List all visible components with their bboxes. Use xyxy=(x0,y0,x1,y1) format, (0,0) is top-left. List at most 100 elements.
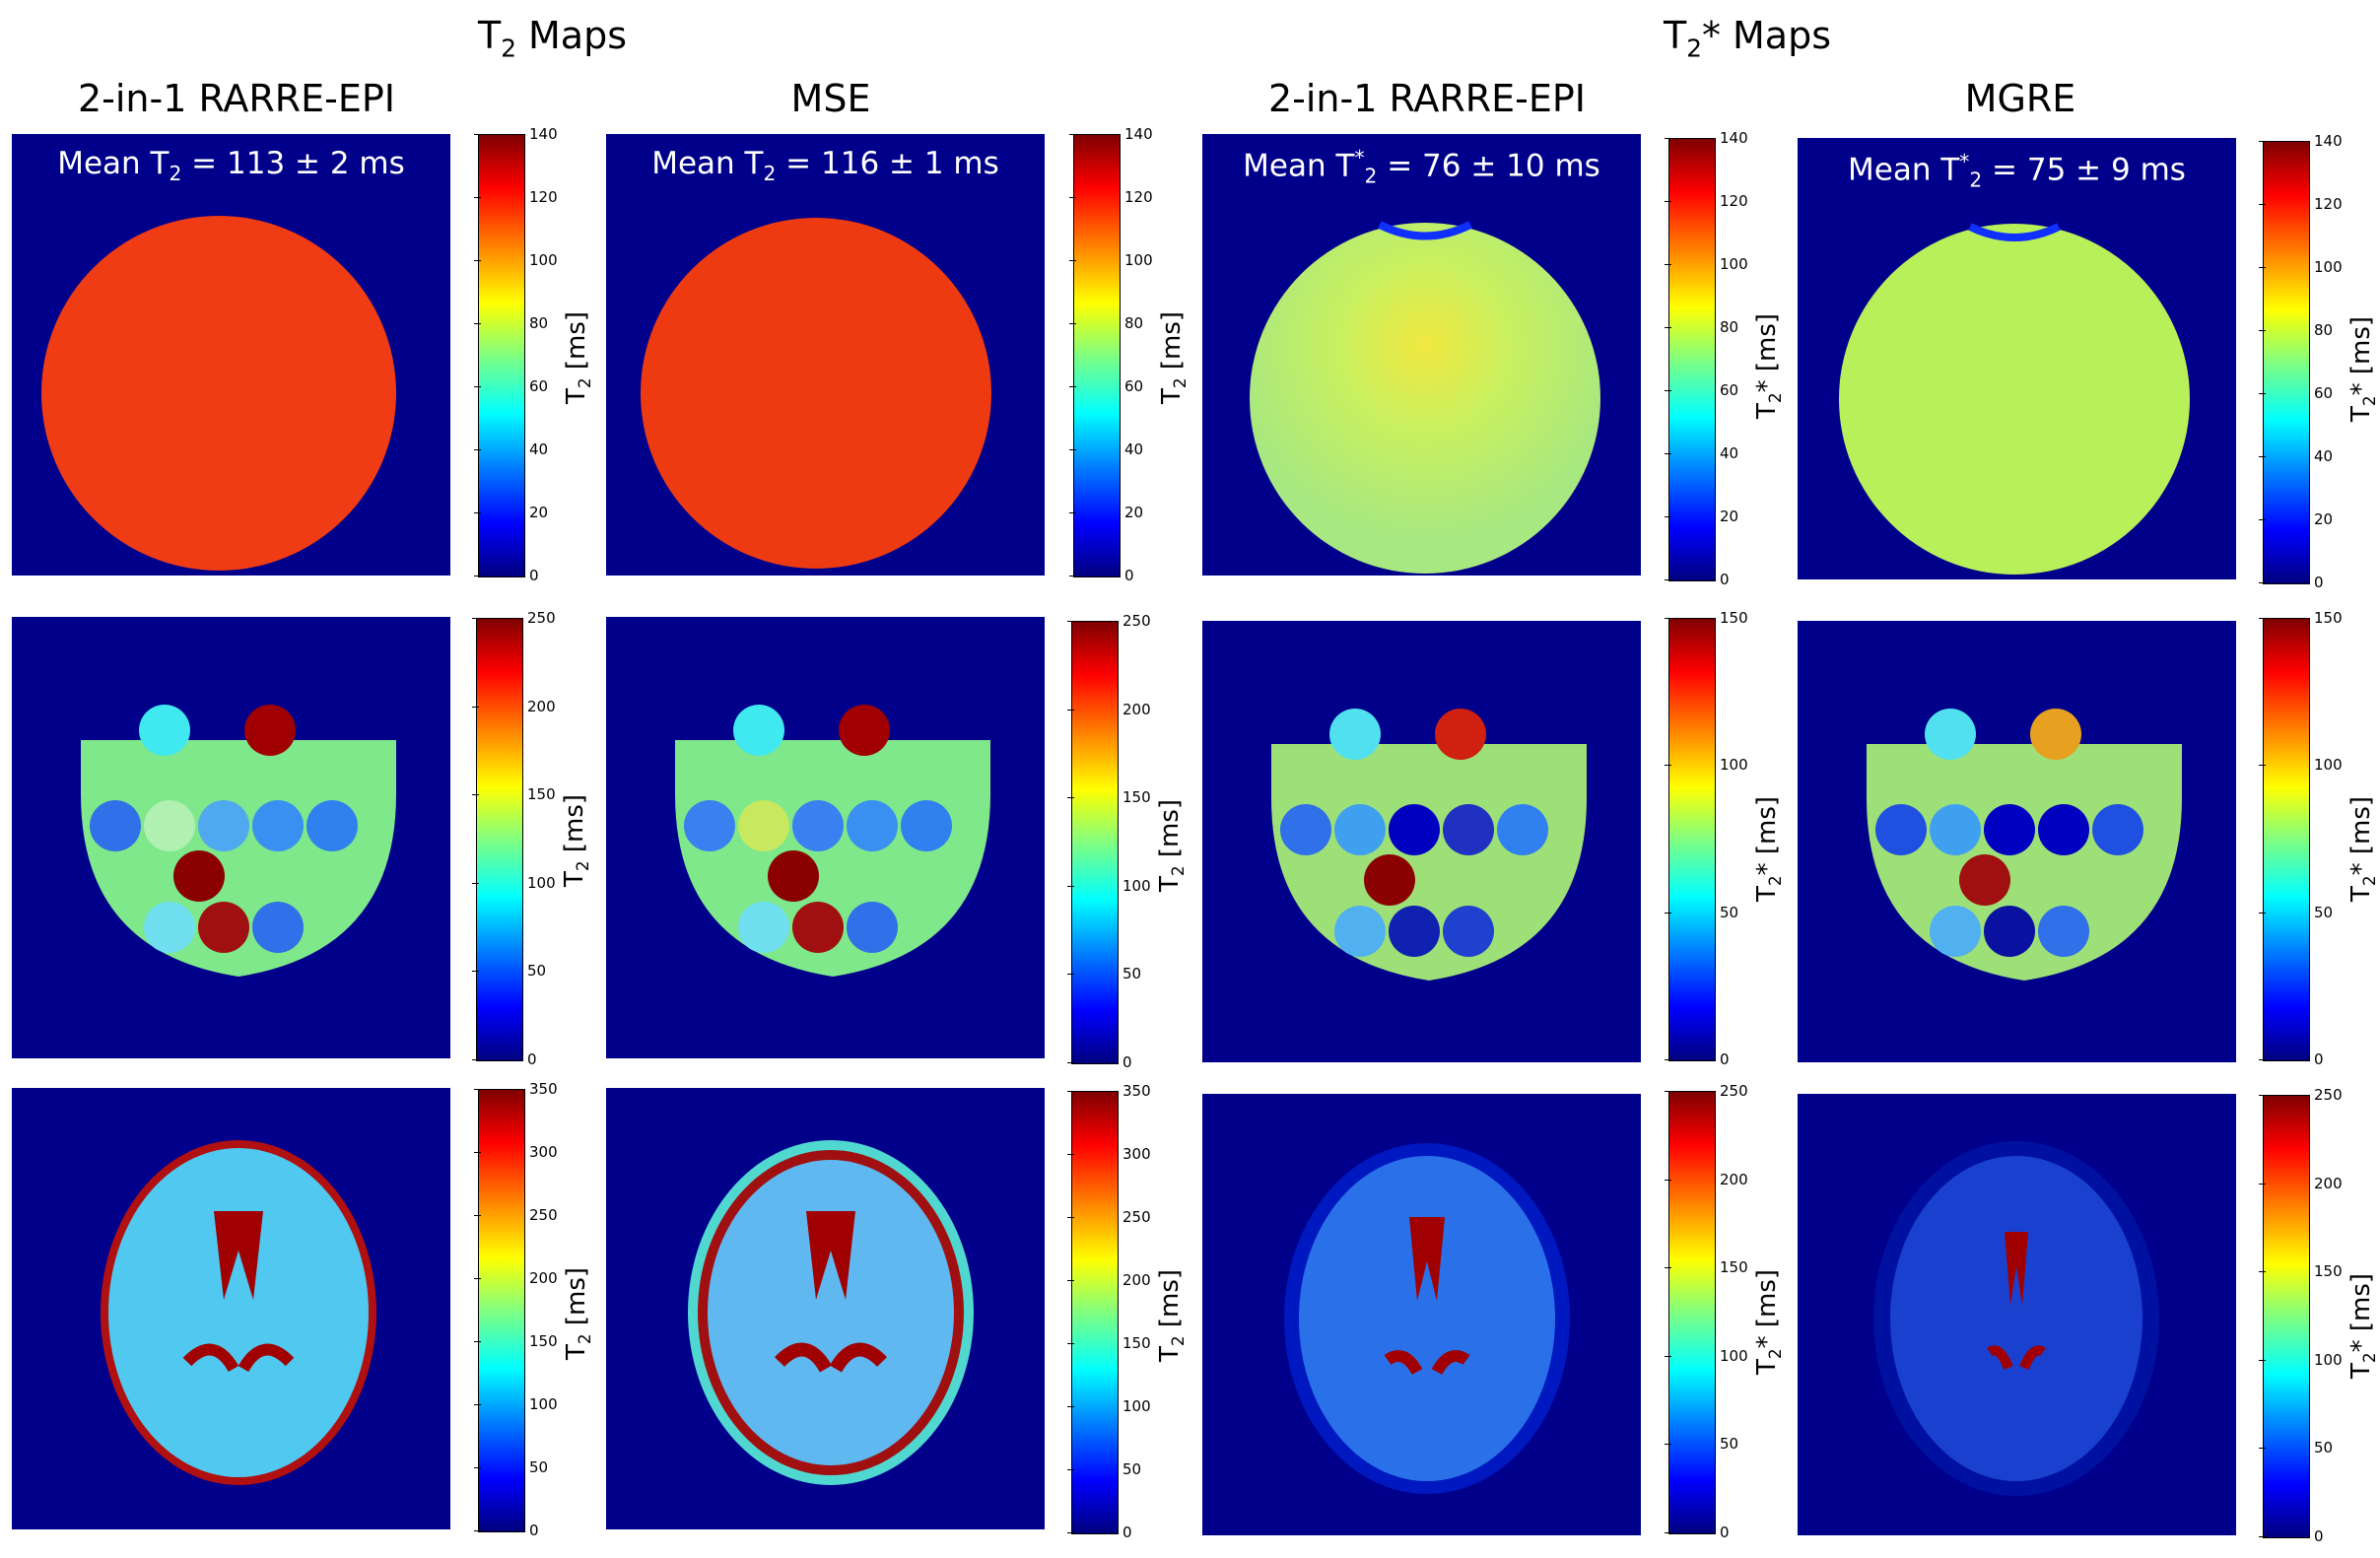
cblabel-r1-c4: T2* [ms] xyxy=(2346,315,2380,422)
panel-r1-c2: Mean T2 = 116 ± 1 ms xyxy=(606,134,1045,576)
mean-value-4: Mean T*2 = 75 ± 9 ms xyxy=(1848,150,2186,192)
colorbar-tick: 150 xyxy=(2259,609,2343,627)
colorbar-tick: 20 xyxy=(2258,510,2334,528)
colorbar-tick: 350 xyxy=(474,1080,558,1098)
colorbar-tick: 40 xyxy=(1068,440,1144,458)
cblabel-r2-c4: T2* [ms] xyxy=(2346,795,2380,902)
colorbar-tick: 60 xyxy=(1664,381,1739,399)
colorbar-tick: 20 xyxy=(473,504,549,521)
colorbar-tick: 0 xyxy=(2261,574,2324,591)
colorbar-tick: 0 xyxy=(1666,1050,1730,1068)
colorbar-tick: 40 xyxy=(473,440,549,458)
colorbar-tick: 250 xyxy=(474,1206,558,1224)
panel-r2-c2 xyxy=(606,617,1045,1058)
panel-r3-c3 xyxy=(1202,1094,1641,1535)
colorbar-tick: 120 xyxy=(474,188,558,206)
colorbar-tick: 200 xyxy=(472,697,556,715)
colorbar-r3-c2 xyxy=(1071,1091,1119,1534)
t2-maps-title: T2 Maps xyxy=(478,14,628,63)
colorbar-tick: 200 xyxy=(1067,1271,1151,1289)
colorbar-tick: 50 xyxy=(1066,965,1142,983)
cblabel-r1-c3: T2* [ms] xyxy=(1752,312,1786,419)
colorbar-tick: 200 xyxy=(1665,1170,1748,1188)
colorbar-tick: 350 xyxy=(1067,1082,1151,1100)
panel-r2-c1 xyxy=(12,617,450,1058)
colorbar-tick: 300 xyxy=(474,1143,558,1161)
colorbar-tick: 150 xyxy=(474,1332,558,1350)
colorbar-tick: 100 xyxy=(1665,1346,1748,1365)
cblabel-r3-c2: T2 [ms] xyxy=(1155,1268,1189,1362)
colorbar-tick: 100 xyxy=(1665,255,1748,273)
colorbar-tick: 80 xyxy=(1068,314,1144,332)
colorbar-tick: 250 xyxy=(1067,612,1151,630)
panel-r3-c4 xyxy=(1798,1094,2236,1535)
panel-r1-c4: Mean T*2 = 75 ± 9 ms xyxy=(1798,138,2236,579)
colorbar-tick: 0 xyxy=(1071,567,1134,584)
colorbar-tick: 140 xyxy=(1665,129,1748,147)
colorbar-tick: 80 xyxy=(2258,321,2334,339)
colorbar-tick: 50 xyxy=(2258,1439,2334,1457)
colorbar-tick: 100 xyxy=(474,1395,558,1413)
colorbar-tick: 150 xyxy=(1067,788,1151,807)
colorbar-tick: 100 xyxy=(1067,1397,1151,1415)
colorbar-tick: 150 xyxy=(1067,1334,1151,1352)
panel-r2-c3 xyxy=(1202,621,1641,1062)
colorbar-tick: 0 xyxy=(476,567,539,584)
colorbar-tick: 0 xyxy=(1666,1524,1730,1541)
colorbar-tick: 140 xyxy=(474,125,558,143)
column-title-1: 2-in-1 RARRE-EPI xyxy=(77,77,396,120)
colorbar-tick: 100 xyxy=(1069,251,1153,269)
colorbar-tick: 0 xyxy=(1069,1053,1132,1071)
colorbar-tick: 20 xyxy=(1068,504,1144,521)
mean-value-3: Mean T*2 = 76 ± 10 ms xyxy=(1243,146,1600,188)
colorbar-tick: 250 xyxy=(1665,1082,1748,1100)
colorbar-r3-c1 xyxy=(478,1089,525,1532)
colorbar-tick: 250 xyxy=(2259,1086,2343,1104)
colorbar-tick: 150 xyxy=(2259,1262,2343,1281)
colorbar-tick: 120 xyxy=(2259,195,2343,213)
colorbar-r1-c1 xyxy=(478,134,525,577)
colorbar-tick: 200 xyxy=(474,1269,558,1287)
colorbar-r3-c4 xyxy=(2263,1095,2310,1538)
cblabel-r3-c4: T2* [ms] xyxy=(2346,1272,2380,1379)
colorbar-tick: 200 xyxy=(2259,1174,2343,1192)
colorbar-tick: 0 xyxy=(2261,1050,2324,1068)
colorbar-tick: 250 xyxy=(472,609,556,627)
colorbar-r3-c3 xyxy=(1668,1091,1716,1534)
colorbar-tick: 120 xyxy=(1069,188,1153,206)
colorbar-tick: 50 xyxy=(2258,903,2334,921)
colorbar-tick: 100 xyxy=(2259,1350,2343,1369)
colorbar-r1-c3 xyxy=(1668,138,1716,581)
colorbar-tick: 0 xyxy=(1069,1524,1132,1541)
panel-r3-c2 xyxy=(606,1088,1045,1529)
colorbar-tick: 60 xyxy=(2258,384,2334,402)
panel-r2-c4 xyxy=(1798,621,2236,1062)
colorbar-tick: 50 xyxy=(1066,1460,1142,1478)
colorbar-r1-c4 xyxy=(2263,141,2310,584)
cblabel-r3-c3: T2* [ms] xyxy=(1752,1268,1786,1375)
colorbar-tick: 140 xyxy=(2259,132,2343,150)
colorbar-tick: 100 xyxy=(472,873,556,892)
colorbar-tick: 100 xyxy=(2259,756,2343,775)
cblabel-r2-c2: T2 [ms] xyxy=(1155,798,1189,892)
colorbar-tick: 300 xyxy=(1067,1145,1151,1163)
colorbar-tick: 0 xyxy=(1666,571,1730,588)
colorbar-tick: 150 xyxy=(1665,1258,1748,1277)
colorbar-tick: 50 xyxy=(1664,903,1739,921)
colorbar-tick: 80 xyxy=(1664,318,1739,336)
colorbar-tick: 250 xyxy=(1067,1208,1151,1226)
colorbar-tick: 60 xyxy=(1068,377,1144,395)
cblabel-r2-c1: T2 [ms] xyxy=(560,793,593,887)
colorbar-r2-c4 xyxy=(2263,618,2310,1061)
cblabel-r3-c1: T2 [ms] xyxy=(562,1266,595,1360)
colorbar-r2-c3 xyxy=(1668,618,1716,1061)
colorbar-tick: 100 xyxy=(474,251,558,269)
colorbar-tick: 0 xyxy=(476,1522,539,1539)
colorbar-tick: 40 xyxy=(1664,444,1739,462)
colorbar-tick: 100 xyxy=(1665,756,1748,775)
colorbar-tick: 0 xyxy=(2261,1527,2324,1545)
colorbar-tick: 50 xyxy=(471,962,547,981)
t2star-maps-title: T2* Maps xyxy=(1664,14,1832,63)
column-title-2: MSE xyxy=(790,77,871,120)
colorbar-r1-c2 xyxy=(1073,134,1121,577)
